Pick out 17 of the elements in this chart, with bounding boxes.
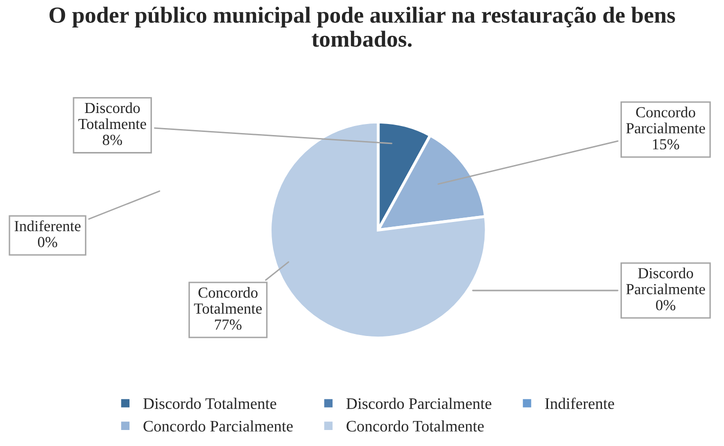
legend-label: Concordo Totalmente <box>346 420 484 432</box>
legend-label: Indiferente <box>545 398 614 410</box>
legend-label: Discordo Parcialmente <box>346 398 492 410</box>
slice-label: Concordo Parcialmente <box>626 106 705 134</box>
pie-slice <box>268 120 488 340</box>
legend-label: Discordo Totalmente <box>143 398 276 410</box>
category-label: Indiferente <box>14 220 81 232</box>
data-label: 77% <box>215 319 242 330</box>
chart-title: O poder público municipal pode auxiliar na restauração de bens tombados. <box>50 6 676 47</box>
slice-label: Discordo Totalmente <box>78 102 146 130</box>
data-label: 15% <box>652 139 680 150</box>
text: 0% <box>656 300 676 310</box>
data-label: 8% <box>102 134 122 146</box>
legend-label: Concordo Parcialmente <box>144 420 293 432</box>
slice-label: Concordo Totalmente <box>194 287 262 314</box>
category-label: Discordo Parcialmente <box>626 268 705 294</box>
text: 0% <box>38 236 58 248</box>
